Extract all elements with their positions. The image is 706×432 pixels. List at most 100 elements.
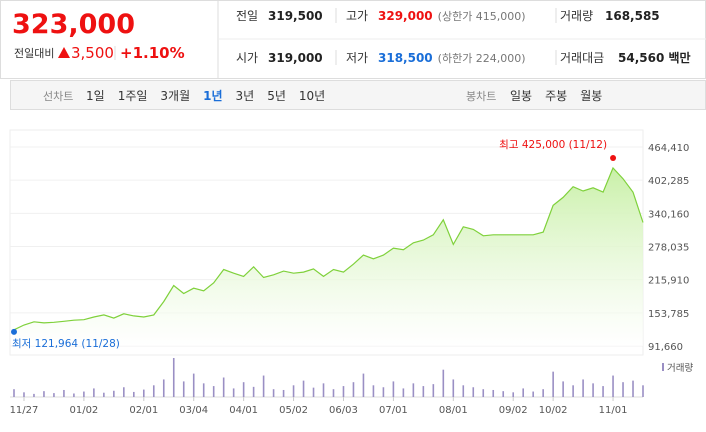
volume-bar	[602, 386, 604, 397]
volume-bar	[292, 385, 295, 397]
volume-bar	[372, 385, 375, 397]
volume-bar	[162, 379, 165, 397]
volume-bar	[142, 389, 145, 397]
volume-bar	[312, 387, 315, 397]
volume-bar	[412, 383, 415, 397]
volume-bar	[93, 388, 95, 397]
x-tick-label: 05/02	[279, 405, 308, 416]
volume-bar	[212, 386, 215, 397]
y-tick-label: 340,160	[648, 209, 689, 220]
stat-value: 54,560 백만	[618, 50, 691, 65]
tab[interactable]: 3개월	[160, 89, 190, 103]
volume-bar	[482, 389, 485, 397]
volume-bar	[202, 383, 205, 397]
y-tick-label: 402,285	[648, 176, 689, 187]
x-tick-label: 11/01	[599, 405, 628, 416]
volume-bar	[282, 389, 285, 397]
stat-label: 전일	[236, 9, 258, 23]
volume-bar	[53, 393, 55, 397]
volume-bar	[462, 385, 465, 397]
volume-bar	[103, 392, 105, 397]
tab-group-label: 선차트	[43, 90, 73, 103]
min-label: 최저 121,964 (11/28)	[12, 338, 120, 350]
volume-legend-swatch	[662, 363, 664, 371]
volume-bar	[152, 385, 155, 397]
volume-bar	[33, 393, 35, 397]
volume-bar	[402, 388, 405, 397]
volume-bar	[302, 380, 305, 397]
min-marker	[11, 328, 17, 335]
stat-value: 329,000	[378, 9, 433, 23]
volume-bar	[73, 393, 75, 397]
stat-label: 거래량	[560, 9, 593, 23]
tab-bar	[10, 80, 706, 110]
volume-bar	[382, 387, 385, 397]
stat-label: 거래대금	[560, 51, 604, 65]
tab[interactable]: 3년	[236, 89, 255, 103]
stat-value: 319,500	[268, 9, 323, 23]
volume-bar	[123, 387, 125, 397]
volume-bar	[362, 373, 365, 397]
volume-bar	[322, 383, 325, 397]
x-tick-label: 01/02	[69, 405, 98, 416]
volume-bar	[113, 390, 115, 397]
tab[interactable]: 1년	[203, 89, 222, 103]
x-tick-label: 11/27	[10, 405, 39, 416]
volume-bar	[252, 386, 255, 397]
stat-value: 319,000	[268, 51, 323, 65]
change-label: 전일대비	[14, 46, 54, 60]
volume-bar	[522, 388, 524, 397]
price-area	[14, 168, 643, 346]
volume-bar	[172, 358, 175, 397]
volume-bar	[23, 392, 25, 397]
x-tick-label: 10/02	[539, 405, 568, 416]
x-tick-label: 04/01	[229, 405, 258, 416]
tab[interactable]: 일봉	[510, 89, 532, 103]
volume-bar	[622, 382, 624, 397]
tab-group-label: 봉차트	[466, 90, 496, 103]
stat-note: (하한가 224,000)	[438, 51, 526, 65]
volume-bar	[133, 391, 135, 397]
stat-value: 168,585	[605, 9, 660, 23]
volume-bar	[562, 381, 564, 397]
volume-bar	[242, 382, 245, 397]
volume-bar	[83, 391, 85, 397]
stat-label: 고가	[346, 9, 368, 23]
volume-bar	[552, 371, 554, 397]
tab[interactable]: 10년	[299, 89, 325, 103]
change-pct: +1.10%	[120, 44, 185, 62]
y-tick-label: 278,035	[648, 243, 689, 254]
volume-bar	[572, 385, 574, 397]
stat-value: 318,500	[378, 51, 433, 65]
tab[interactable]: 5년	[267, 89, 286, 103]
volume-bar	[182, 381, 185, 397]
volume-bar	[512, 392, 515, 397]
volume-bar	[592, 383, 594, 397]
volume-bar	[532, 391, 534, 397]
volume-bar	[582, 379, 584, 397]
price-line	[13, 166, 644, 331]
volume-bar	[432, 384, 435, 397]
tab[interactable]: 월봉	[580, 89, 602, 103]
price: 323,000	[12, 9, 135, 40]
tab[interactable]: 1일	[86, 89, 105, 103]
stat-note: (상한가 415,000)	[438, 10, 526, 23]
volume-legend: 거래량	[667, 362, 693, 374]
volume-bar	[222, 377, 225, 397]
volume-bar	[502, 391, 505, 397]
volume-bar	[472, 387, 475, 397]
stat-label: 저가	[346, 51, 368, 65]
volume-bar	[642, 385, 644, 397]
volume-bar	[342, 386, 345, 397]
tab[interactable]: 1주일	[118, 89, 148, 103]
y-tick-label: 215,910	[648, 276, 689, 287]
volume-bar	[13, 389, 15, 397]
volume-bar	[352, 382, 355, 397]
tab[interactable]: 주봉	[545, 89, 567, 103]
volume-bar	[542, 389, 544, 397]
change: 3,500	[71, 44, 114, 62]
volume-bar	[262, 375, 265, 397]
stat-label: 시가	[236, 51, 258, 65]
